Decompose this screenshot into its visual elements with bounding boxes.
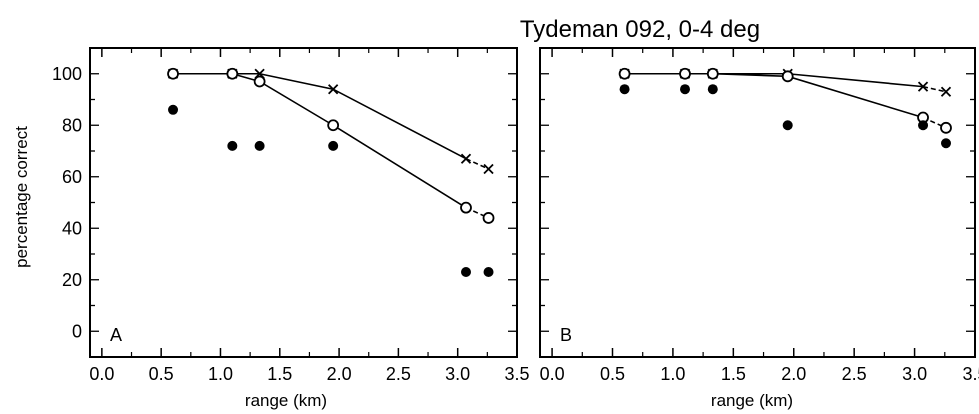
panel-label-a: A: [110, 325, 122, 345]
x-tick-label-a: 1.0: [208, 364, 233, 384]
data-point-open-b: [781, 70, 794, 83]
data-point-open-a: [167, 67, 179, 80]
data-point-cross-a: [483, 163, 494, 175]
data-point-cross-b: [917, 81, 929, 92]
y-tick-label-a: 20: [62, 270, 82, 290]
y-axis-label: percentage correct: [12, 126, 31, 268]
x-tick-label-a: 3.0: [445, 364, 470, 384]
data-point-cross-a: [328, 84, 339, 95]
data-point-open-a: [460, 201, 472, 214]
plot-frame-b: [539, 47, 976, 358]
x-tick-label-b: 3.5: [962, 364, 979, 384]
data-point-filled-a: [328, 140, 339, 151]
data-point-filled-a: [460, 267, 471, 278]
data-point-filled-b: [707, 84, 718, 95]
x-tick-label-a: 0.0: [89, 364, 114, 384]
x-axis-label-a: range (km): [245, 391, 327, 410]
x-tick-label-a: 3.5: [504, 364, 529, 384]
series-line-open-circle-a: [173, 72, 467, 209]
x-tick-label-b: 2.0: [781, 364, 806, 384]
data-point-filled-b: [941, 138, 951, 149]
y-tick-label-a: 100: [52, 64, 82, 84]
x-tick-label-b: 1.0: [660, 364, 685, 384]
data-point-filled-a: [227, 140, 238, 151]
x-tick-label-a: 2.5: [386, 364, 411, 384]
data-point-open-b: [940, 121, 952, 134]
data-point-filled-a: [168, 104, 179, 115]
y-tick-label-a: 80: [62, 115, 82, 135]
panel-a: 0.0 0.5 1.0 1.5 2.0 2.5 3.0 3.5 0 20 40 60 80 100 A: [52, 47, 530, 384]
x-tick-label-a: 0.5: [149, 364, 174, 384]
data-point-cross-b: [940, 86, 952, 97]
data-point-filled-a: [254, 140, 265, 151]
data-point-cross-a: [460, 153, 472, 164]
x-tick-label-b: 0.0: [540, 364, 565, 384]
data-point-filled-b: [619, 84, 630, 95]
x-tick-label-a: 2.0: [327, 364, 352, 384]
panel-label-b: B: [560, 325, 572, 345]
x-tick-label-b: 3.0: [902, 364, 927, 384]
chart-title: Tydeman 092, 0-4 deg: [520, 16, 760, 43]
data-point-open-a: [253, 75, 266, 88]
x-axis-label-b: range (km): [711, 391, 793, 410]
data-point-open-b: [679, 67, 691, 80]
y-tick-label-a: 0: [72, 321, 82, 341]
data-point-open-a: [226, 67, 239, 80]
data-point-filled-b: [680, 84, 690, 95]
x-tick-label-b: 0.5: [600, 364, 625, 384]
x-tick-label-a: 1.5: [267, 364, 292, 384]
x-tick-label-b: 2.5: [842, 364, 867, 384]
data-point-open-a: [327, 119, 340, 132]
data-point-open-b: [706, 67, 719, 80]
data-point-filled-b: [918, 120, 929, 131]
series-line-open-circle-b: [624, 72, 924, 119]
series-line-tail-x-b: [922, 85, 947, 93]
panel-b: 0.0 0.5 1.0 1.5 2.0 2.5 3.0 3.5 B: [539, 47, 979, 384]
y-tick-label-a: 40: [62, 218, 82, 238]
y-tick-label-a: 60: [62, 167, 82, 187]
data-point-filled-a: [483, 267, 494, 278]
data-point-open-a: [482, 212, 495, 224]
plot-frame-a: [89, 47, 518, 358]
data-point-filled-b: [782, 120, 793, 131]
x-tick-label-b: 1.5: [721, 364, 746, 384]
data-point-open-b: [618, 67, 631, 80]
series-line-tail-x-a: [465, 157, 489, 170]
